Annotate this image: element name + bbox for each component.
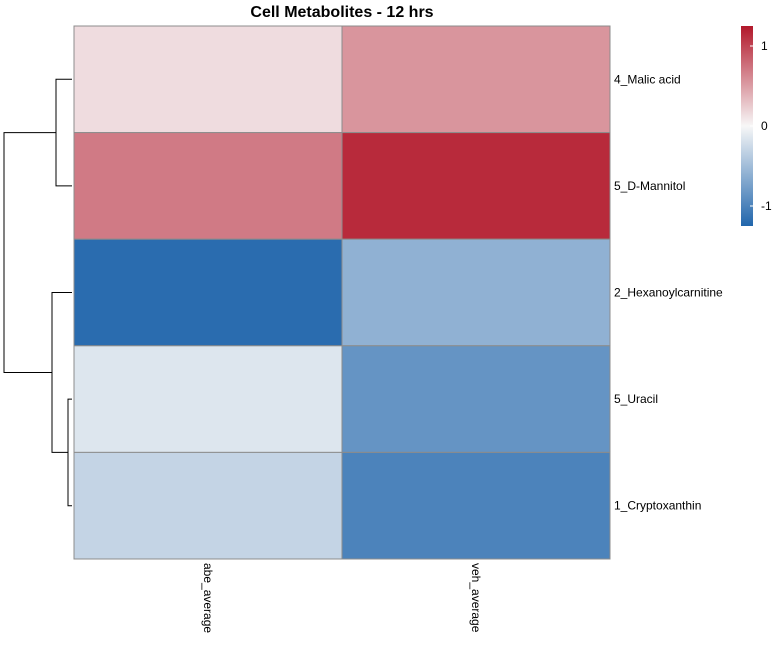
heatmap-cell [341, 451, 611, 560]
heatmap-cell [341, 132, 611, 240]
heatmap-cells [73, 25, 611, 560]
heatmap-cell [73, 238, 343, 347]
legend-color-bar [741, 26, 753, 226]
heatmap-cell [73, 25, 343, 134]
column-labels: abe_average veh_average [201, 563, 483, 633]
dendrogram-branch [55, 78, 72, 187]
legend-tick-label: -1 [761, 199, 772, 213]
dendrogram-branch [51, 292, 72, 453]
row-label: 2_Hexanoylcarnitine [614, 286, 723, 300]
heatmap-cell [341, 25, 611, 134]
dendrogram-branch [67, 398, 72, 507]
row-dendrogram [3, 78, 72, 507]
row-label: 4_Malic acid [614, 72, 681, 86]
heatmap-cell [73, 132, 343, 240]
heatmap-cell [73, 451, 343, 560]
row-labels: 4_Malic acid 5_D-Mannitol 2_Hexanoylcarnit… [614, 72, 723, 512]
row-label: 1_Cryptoxanthin [614, 499, 701, 513]
legend-tick-label: 0 [761, 119, 768, 133]
column-label: abe_average [201, 563, 215, 633]
row-label: 5_Uracil [614, 392, 658, 406]
heatmap-cell [341, 238, 611, 347]
column-label: veh_average [469, 563, 483, 633]
heatmap-cell [341, 345, 611, 453]
legend-tick-label: 1 [761, 39, 768, 53]
heatmap-cell [73, 345, 343, 453]
dendrogram-branch [3, 132, 56, 373]
chart-title: Cell Metabolites - 12 hrs [250, 4, 433, 21]
row-label: 5_D-Mannitol [614, 179, 685, 193]
color-legend: 1 0 -1 [741, 26, 772, 226]
